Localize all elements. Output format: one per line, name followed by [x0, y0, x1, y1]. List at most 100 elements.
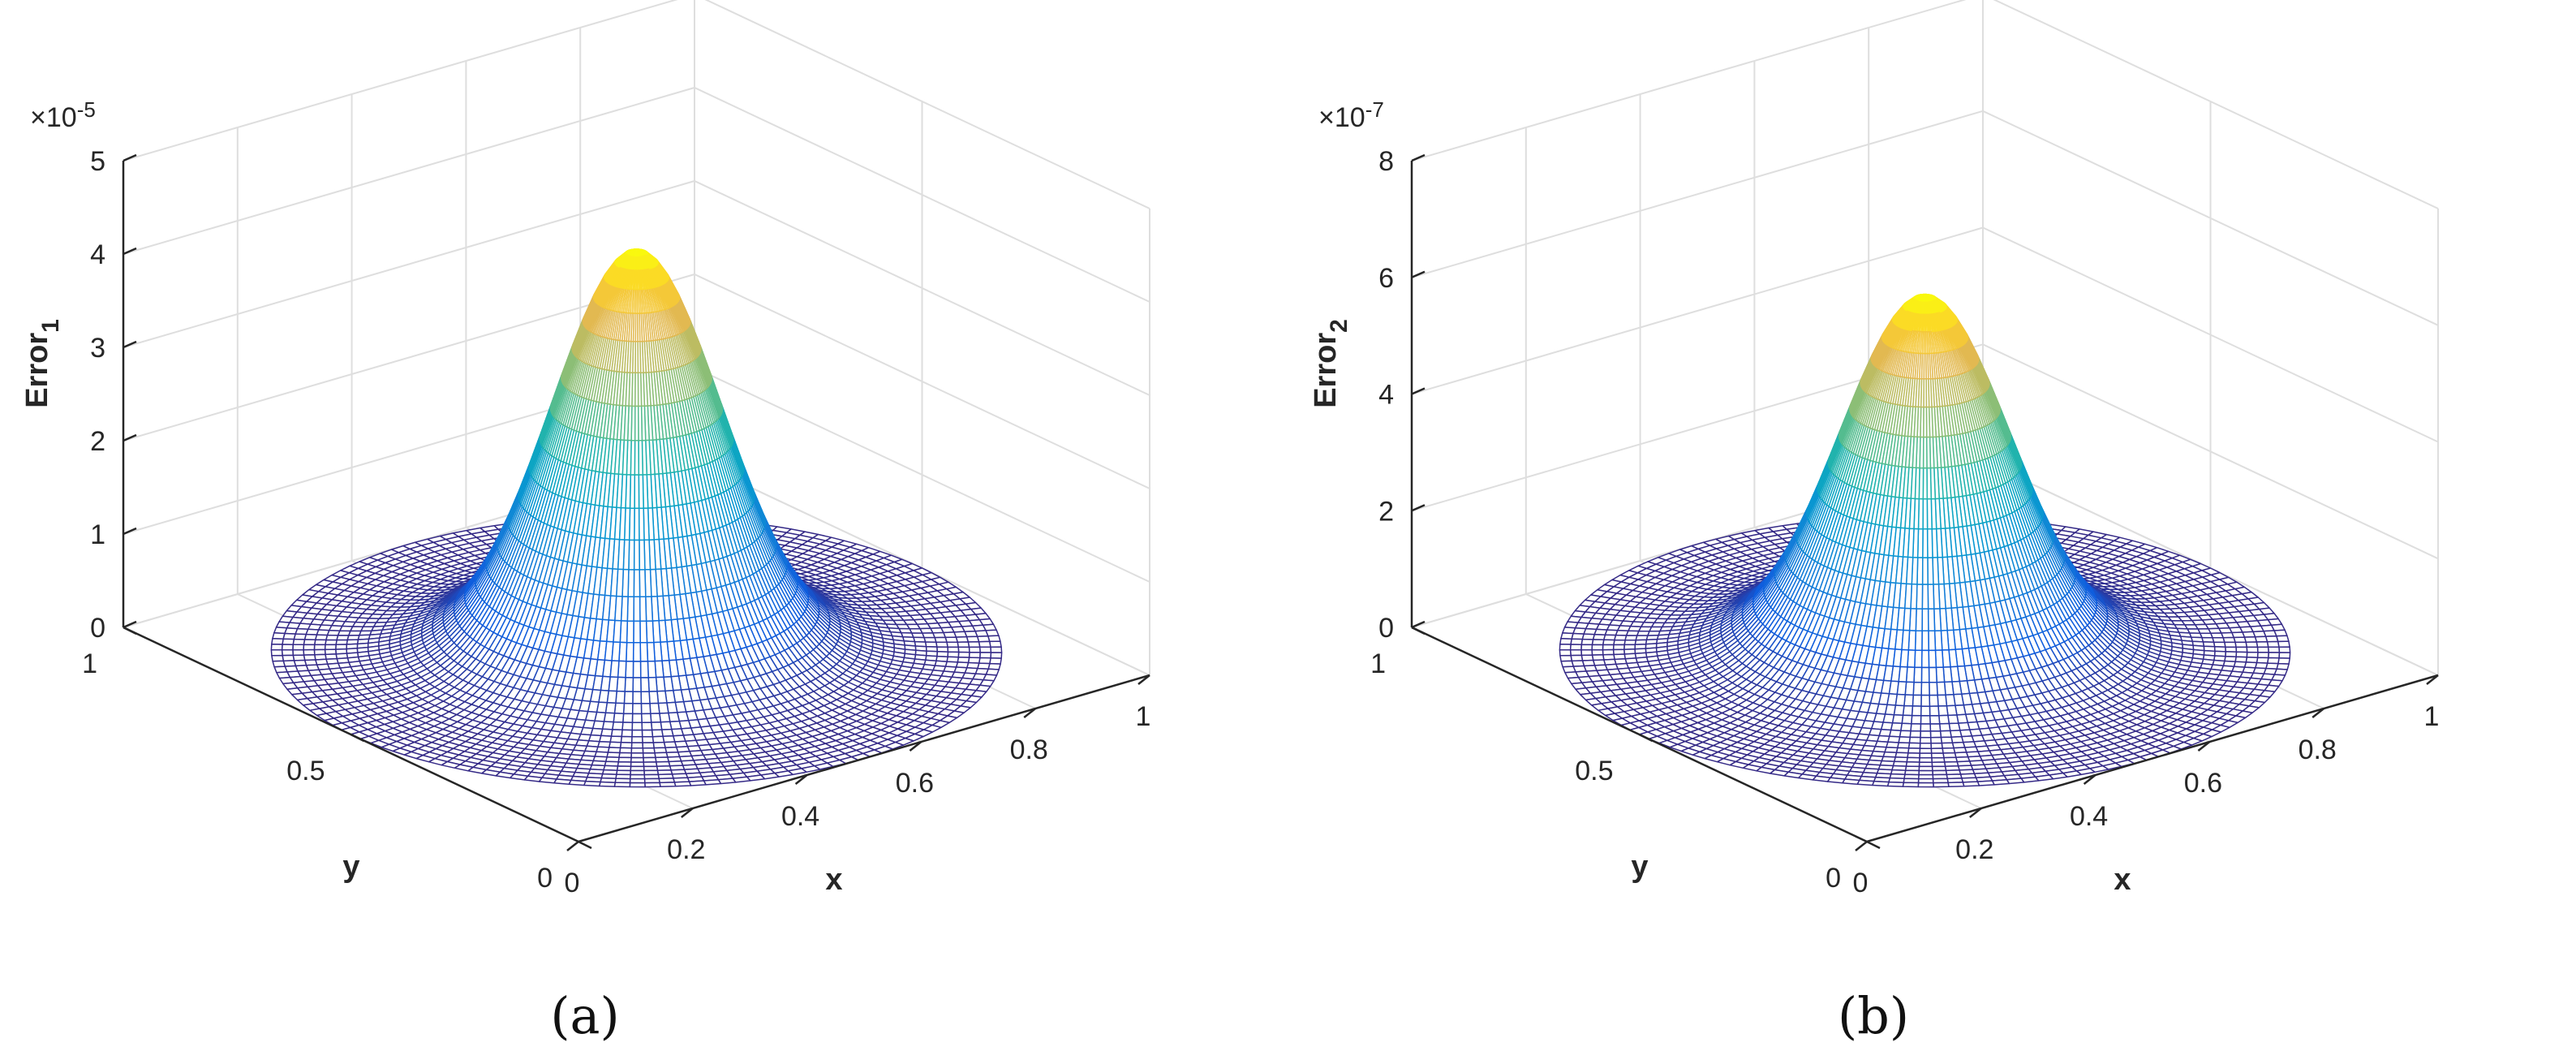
- surface-cell: [601, 721, 614, 730]
- surface-cell: [609, 660, 620, 678]
- surface-cell: [648, 691, 660, 704]
- surface-cell: [625, 660, 634, 678]
- surface-cell: [613, 619, 622, 644]
- surface-cell: [639, 620, 648, 644]
- surface-cell: [612, 721, 624, 731]
- surface-cell: [639, 596, 647, 622]
- surface-cell: [978, 646, 992, 653]
- grid-line-z-2: [123, 273, 1150, 489]
- surface-cell: [632, 691, 643, 704]
- surface-cell: [630, 742, 644, 749]
- surface-cell: [623, 691, 634, 704]
- surface-cell: [631, 729, 643, 738]
- surface-cell: [325, 634, 339, 641]
- surface-cell: [946, 641, 959, 648]
- surface-cell: [325, 639, 338, 646]
- surface-cell: [313, 639, 327, 646]
- surface-cell: [639, 569, 647, 598]
- surface-cell: [633, 539, 640, 571]
- surface-cell: [614, 595, 623, 622]
- surface-cell: [642, 742, 655, 749]
- surface-cell: [603, 712, 616, 723]
- surface-cell: [314, 634, 329, 641]
- surface-cell: [272, 632, 286, 640]
- grid-line-z-5: [123, 0, 1150, 209]
- surface-cell: [303, 644, 316, 651]
- surface-cell: [620, 473, 628, 509]
- surface-cell: [621, 439, 629, 476]
- surface-cell: [336, 635, 350, 641]
- surface-cell: [990, 652, 1003, 659]
- surface-cell: [292, 644, 305, 651]
- surface-cell: [978, 640, 991, 648]
- surface-cell: [630, 752, 644, 759]
- surface-cell: [613, 713, 625, 723]
- surface-cell: [631, 703, 643, 715]
- surface-cell: [988, 640, 1002, 648]
- grid-line-z-3: [123, 179, 1150, 396]
- surface-cell: [660, 728, 674, 738]
- surface-cell: [610, 729, 623, 738]
- surface-cell: [271, 638, 284, 645]
- error-surface: [270, 248, 1003, 788]
- surface-cell: [968, 646, 981, 653]
- surface-cell: [640, 691, 651, 704]
- surface-cell: [620, 735, 633, 743]
- surface-cell: [632, 661, 642, 678]
- surface-cell: [292, 648, 305, 657]
- surface-cell: [640, 713, 652, 724]
- surface-cell: [630, 756, 644, 763]
- surface-cell: [617, 538, 626, 571]
- surface-cell: [630, 747, 644, 754]
- surface-cell: [621, 729, 633, 738]
- surface-cell: [990, 646, 1003, 653]
- surface-cell: [642, 747, 656, 754]
- surface-cell: [622, 702, 634, 715]
- surface-cell: [281, 644, 294, 651]
- surface-cell: [313, 644, 326, 651]
- surface-cell: [621, 722, 634, 731]
- surface-cell: [639, 539, 646, 571]
- surface-cell: [633, 620, 641, 644]
- surface-cell: [947, 646, 960, 653]
- surface-cell: [270, 649, 283, 657]
- figure-panel-a: 0 0.2 0.4 0.6 0.8 1 0 0.5 1 0 1 2 3 4 5 ×10-5 x y Error1 (a…: [20, 0, 1150, 1045]
- surface-cell: [641, 722, 653, 731]
- surface-cell: [632, 677, 642, 692]
- surface-cell: [641, 735, 655, 743]
- surface-cell: [631, 722, 643, 731]
- surface-cell: [611, 641, 621, 662]
- surface-cell: [270, 644, 283, 651]
- surface-cell: [640, 677, 650, 692]
- surface-cell: [604, 701, 617, 714]
- surface-cell: [282, 638, 295, 645]
- surface-cell: [303, 633, 318, 641]
- surface-cell: [979, 652, 992, 659]
- surface-cell: [650, 722, 663, 731]
- surface-cell: [639, 641, 649, 662]
- surface-cell: [647, 660, 657, 678]
- surface-cell: [631, 713, 643, 724]
- surface-cell: [618, 506, 626, 541]
- surface-cell: [647, 676, 658, 692]
- grid-line-z-4: [123, 86, 1150, 303]
- surface-cell: [623, 405, 630, 442]
- surface-cell: [934, 636, 948, 644]
- surface-cell: [639, 661, 649, 678]
- surface-cell: [651, 729, 664, 738]
- surface-cell: [616, 568, 625, 597]
- surface-cell: [967, 640, 981, 648]
- surface-cell: [632, 642, 642, 662]
- surface-cell: [622, 713, 634, 723]
- surface-cell: [624, 677, 634, 692]
- surface-cell: [957, 641, 970, 648]
- surface-cell: [649, 702, 660, 715]
- surface-cell: [641, 729, 654, 738]
- surface-cell: [606, 690, 617, 704]
- surface-cell: [619, 742, 633, 749]
- surface-cell: [303, 639, 316, 646]
- surface-cell: [608, 676, 619, 692]
- surface-cell: [292, 638, 306, 646]
- surface-cell: [630, 736, 643, 743]
- surface-plot-a: 00.20.40.60.8100.51012345×10-5xyError1(a…: [20, 0, 1150, 1045]
